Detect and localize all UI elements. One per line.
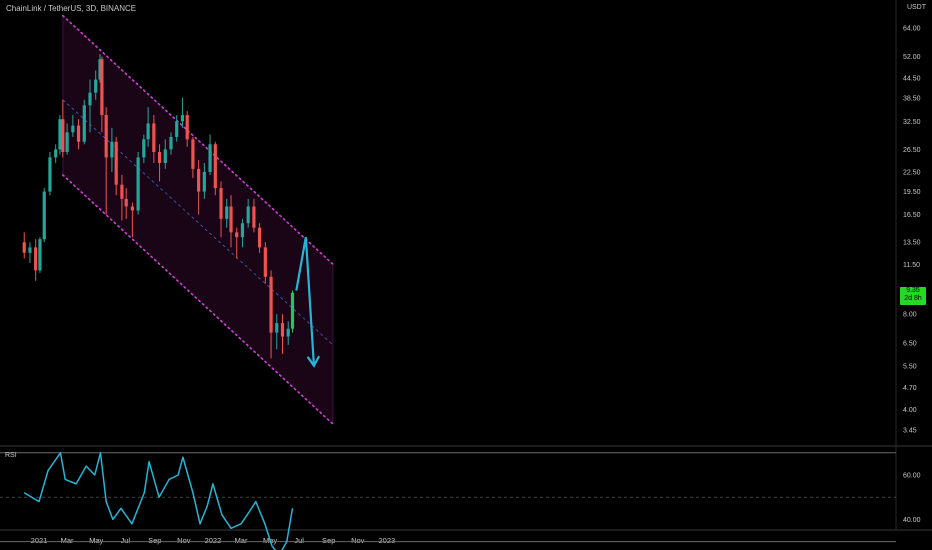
candle-body: [142, 139, 146, 158]
channel-mid-line: [62, 99, 334, 346]
candle-body: [208, 144, 212, 172]
rsi-line: [23, 452, 294, 550]
candle-body: [163, 149, 167, 164]
price-axis-label: 6.50: [903, 340, 917, 347]
candle-body: [180, 115, 185, 122]
rsi-axis-label: 60.00: [903, 473, 921, 480]
projection-arrowhead: [306, 355, 321, 368]
candle-body: [229, 206, 233, 233]
price-axis-label: 19.50: [903, 189, 921, 196]
price-axis-label: 4.70: [903, 385, 917, 392]
candle-body: [286, 328, 290, 337]
price-axis-label: 11.50: [903, 262, 920, 269]
candle-body: [76, 125, 81, 142]
price-axis-label: 32.50: [903, 119, 921, 126]
candle-body: [152, 123, 156, 152]
price-axis-label: 26.50: [903, 147, 921, 154]
candle-body: [38, 239, 42, 271]
candle-body: [120, 184, 124, 199]
candle-body: [28, 247, 32, 253]
candle-body: [191, 139, 195, 169]
candle-body: [280, 323, 285, 337]
candle-body: [104, 115, 108, 158]
candle-body: [61, 119, 65, 152]
candle-body: [22, 242, 26, 253]
candle-body: [175, 121, 179, 137]
candle-body: [263, 247, 267, 277]
rsi-label: RSI: [5, 452, 17, 459]
candle-body: [136, 157, 140, 211]
channel-lower-line: [62, 174, 334, 425]
candle-body: [197, 168, 201, 192]
candle-body: [54, 149, 58, 158]
price-axis-label: 38.50: [903, 95, 921, 102]
time-axis-label: Jul: [294, 536, 304, 545]
price-axis-label: 5.50: [903, 363, 917, 370]
time-axis-label: Mar: [61, 536, 74, 545]
candle-body: [34, 247, 38, 271]
candle-body: [82, 105, 86, 142]
price-axis-label: 3.45: [903, 428, 917, 435]
candle-body: [225, 206, 229, 219]
candle-body: [213, 144, 217, 189]
candle-body: [130, 206, 134, 211]
bar-countdown: 2d 8h: [904, 295, 922, 302]
candle-body: [58, 119, 62, 150]
candle-body: [100, 59, 104, 116]
candle-body: [48, 157, 52, 192]
candle-body: [252, 206, 256, 228]
candle-body: [235, 232, 239, 238]
candle-body: [42, 191, 46, 240]
price-axis-label: 64.00: [903, 26, 921, 33]
candle-body: [202, 171, 206, 192]
time-axis-label: 2021: [31, 536, 48, 545]
candle-body: [94, 79, 98, 93]
candles: [22, 53, 295, 359]
candle-body: [88, 92, 92, 106]
last-price-tag: 9.35 2d 8h: [900, 287, 926, 305]
price-axis-label: 44.50: [903, 76, 921, 83]
candle-body: [146, 123, 150, 140]
channel-fill: [62, 15, 334, 425]
price-axis-label: 4.00: [903, 407, 917, 414]
candle-body: [71, 125, 75, 133]
candle-body: [246, 206, 250, 224]
candle-body: [185, 115, 189, 140]
price-axis-label: 22.50: [903, 169, 921, 176]
candle-body: [269, 276, 273, 333]
time-axis-label: May: [89, 536, 103, 545]
time-axis-label: 2022: [205, 536, 222, 545]
candle-body: [98, 59, 102, 80]
time-axis-label: 2023: [379, 536, 396, 545]
candle-body: [157, 151, 162, 164]
candle-body: [124, 198, 128, 207]
time-axis-label: Jul: [120, 536, 130, 545]
price-axis-label: 8.00: [903, 312, 917, 319]
candle-body: [258, 227, 262, 248]
candle-body: [169, 136, 173, 150]
candle-body: [290, 292, 295, 329]
candle-body: [110, 141, 114, 158]
time-axis-label: Nov: [351, 536, 365, 545]
price-axis-label: 13.50: [903, 240, 921, 247]
rsi-axis-label: 40.00: [903, 517, 921, 524]
time-axis-label: Sep: [322, 536, 335, 545]
price-unit: USDT: [906, 4, 926, 11]
price-axis-label: 16.50: [903, 212, 921, 219]
candle-body: [275, 323, 279, 333]
time-axis-label: Mar: [235, 536, 248, 545]
time-axis-label: Nov: [177, 536, 191, 545]
time-axis-label: Sep: [148, 536, 161, 545]
channel-upper-line: [62, 14, 334, 266]
candle-body: [219, 188, 223, 219]
projection-arrow-path: [295, 237, 316, 366]
candle-body: [65, 132, 69, 152]
candle-body: [240, 223, 245, 238]
last-price: 9.35: [906, 287, 920, 294]
price-axis-label: 52.00: [903, 54, 921, 61]
chart-title: ChainLink / TetherUS, 3D, BINANCE: [6, 4, 137, 13]
candle-body: [114, 141, 118, 185]
